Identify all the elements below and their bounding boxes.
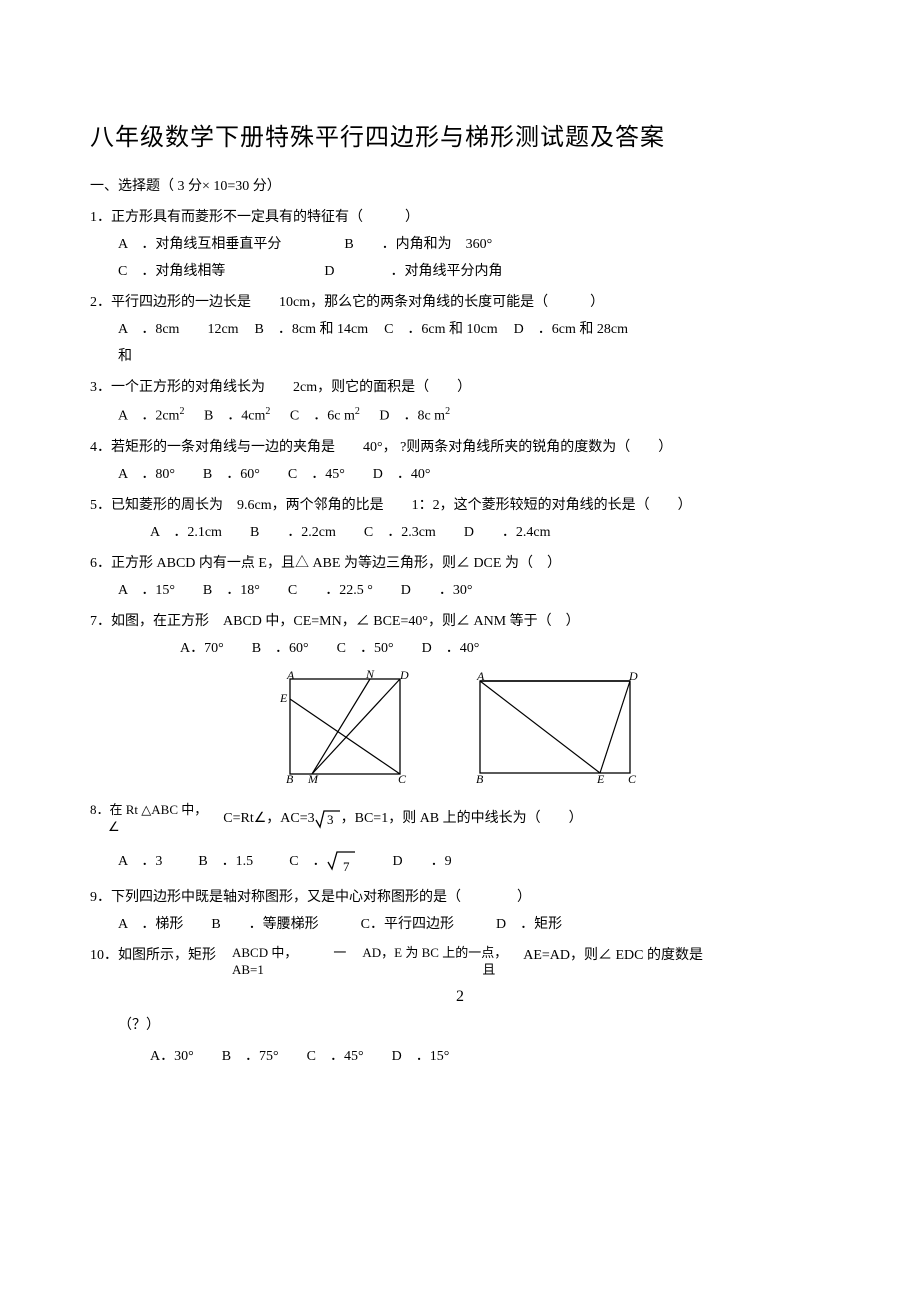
q8-stem-c: ，BC=1，则 AB 上的中线长为（ ） [341, 808, 583, 829]
q6-opts: A ．15° B ．18° C ．22.5 ° D ．30° [90, 580, 830, 601]
page-title: 八年级数学下册特殊平行四边形与梯形测试题及答案 [90, 120, 830, 156]
figure-q7: A N D E B M C [280, 669, 410, 784]
svg-text:A: A [476, 669, 485, 683]
q7-opts: A．70° B ．60° C ．50° D ．40° [90, 638, 830, 659]
q9-opts: A ．梯形 B ．等腰梯形 C．平行四边形 D ．矩形 [90, 914, 830, 935]
question-8: 8．在 Rt △ABC 中， ∠ C=Rt∠，AC=3 3 ，BC=1，则 AB… [90, 802, 830, 874]
q8-stem-a: 8．在 Rt △ABC 中， [90, 802, 207, 819]
q3-opt-a: A ．2cm [118, 409, 179, 424]
svg-text:D: D [628, 669, 638, 683]
q3-opt-d: D ．8c m [379, 409, 445, 424]
q8-stem-b: C=Rt∠，AC=3 [223, 808, 314, 829]
svg-text:C: C [398, 772, 407, 784]
q5-stem: 5．已知菱形的周长为 9.6cm，两个邻角的比是 1：2，这个菱形较短的对角线的… [90, 495, 830, 516]
svg-text:E: E [596, 772, 605, 784]
svg-text:M: M [307, 772, 319, 784]
svg-text:7: 7 [343, 859, 350, 873]
svg-text:A: A [286, 669, 295, 682]
q10-frac-denom: 2 [90, 985, 830, 1009]
q2-he: 和 [118, 349, 132, 364]
q8-opt-c: C ． [289, 851, 326, 872]
svg-text:C: C [628, 772, 637, 784]
q3-stem: 3．一个正方形的对角线长为 2cm，则它的面积是（ ） [90, 377, 830, 398]
svg-text:E: E [280, 691, 288, 705]
q10-p2: ABCD 中， [232, 945, 297, 962]
svg-text:N: N [365, 669, 375, 681]
figures-row: A N D E B M C A D B E C [90, 669, 830, 784]
question-9: 9．下列四边形中既是轴对称图形，又是中心对称图形的是（ ） A ．梯形 B ．等… [90, 887, 830, 935]
svg-text:B: B [476, 772, 484, 784]
question-2: 2．平行四边形的一边长是 10cm，那么它的两条对角线的长度可能是（ ） A ．… [90, 292, 830, 367]
q4-stem: 4．若矩形的一条对角线与一边的夹角是 40°， ?则两条对角线所夹的锐角的度数为… [90, 437, 830, 458]
q1-opt-c: C ．对角线相等 [118, 264, 225, 279]
q2-opt-d: D ．6cm 和 28cm [514, 319, 628, 340]
svg-text:B: B [286, 772, 294, 784]
q3-opt-b: B ．4cm [204, 409, 265, 424]
q7-stem: 7．如图，在正方形 ABCD 中，CE=MN，∠ BCE=40°，则∠ ANM … [90, 611, 830, 632]
question-3: 3．一个正方形的对角线长为 2cm，则它的面积是（ ） A ．2cm2 B ．4… [90, 377, 830, 427]
q8-opt-d: D ．9 [393, 851, 452, 872]
q10-p4: AE=AD，则∠ EDC 的度数是 [523, 945, 703, 966]
svg-text:D: D [399, 669, 409, 682]
q10-opts: A．30° B ．75° C ．45° D ．15° [90, 1046, 830, 1067]
question-1: 1．正方形具有而菱形不一定具有的特征有（ ） A ．对角线互相垂直平分 B ．内… [90, 207, 830, 282]
section-1-heading: 一、选择题（ 3 分× 10=30 分） [90, 176, 830, 197]
question-4: 4．若矩形的一条对角线与一边的夹角是 40°， ?则两条对角线所夹的锐角的度数为… [90, 437, 830, 485]
q6-stem: 6．正方形 ABCD 内有一点 E，且△ ABE 为等边三角形，则∠ DCE 为… [90, 553, 830, 574]
question-10: 10．如图所示，矩形 ABCD 中， AB=1 一 AD，E 为 BC 上的一点… [90, 945, 830, 1067]
q10-p1: 10．如图所示，矩形 [90, 945, 216, 966]
q2-stem: 2．平行四边形的一边长是 10cm，那么它的两条对角线的长度可能是（ ） [90, 292, 830, 313]
q2-opt-b: B ．8cm 和 14cm [255, 319, 369, 340]
sqrt-7-icon: 7 [327, 849, 357, 873]
figure-q10: A D B E C [470, 669, 640, 784]
q8-opt-b: B ．1.5 [198, 851, 253, 872]
q3-opt-c: C ．6c m [290, 409, 355, 424]
q10-p3b: 且 [362, 962, 507, 979]
question-6: 6．正方形 ABCD 内有一点 E，且△ ABE 为等边三角形，则∠ DCE 为… [90, 553, 830, 601]
q10-paren: （？） [90, 1015, 830, 1036]
q10-p2b: AB=1 [232, 962, 297, 979]
q4-opts: A ．80° B ．60° C ．45° D ．40° [90, 464, 830, 485]
q2-opt-c: C ．6cm 和 10cm [384, 319, 498, 340]
q10-p3: AD，E 为 BC 上的一点， [362, 945, 507, 960]
svg-text:3: 3 [327, 812, 334, 827]
q8-opt-a: A ．3 [118, 851, 162, 872]
sqrt-3-icon: 3 [315, 808, 341, 830]
q10-bar: 一 [333, 945, 346, 962]
question-7: 7．如图，在正方形 ABCD 中，CE=MN，∠ BCE=40°，则∠ ANM … [90, 611, 830, 659]
q1-stem: 1．正方形具有而菱形不一定具有的特征有（ ） [90, 207, 830, 228]
q1-opt-b: B ．内角和为 360° [344, 237, 492, 252]
q5-opts: A ．2.1cm B ．2.2cm C ．2.3cm D ．2.4cm [90, 522, 830, 543]
q2-opt-a: A ．8cm 12cm [118, 319, 239, 340]
q9-stem: 9．下列四边形中既是轴对称图形，又是中心对称图形的是（ ） [90, 887, 830, 908]
question-5: 5．已知菱形的周长为 9.6cm，两个邻角的比是 1：2，这个菱形较短的对角线的… [90, 495, 830, 543]
q1-opt-a: A ．对角线互相垂直平分 [118, 237, 281, 252]
q1-opt-d: D ．对角线平分内角 [324, 264, 502, 279]
